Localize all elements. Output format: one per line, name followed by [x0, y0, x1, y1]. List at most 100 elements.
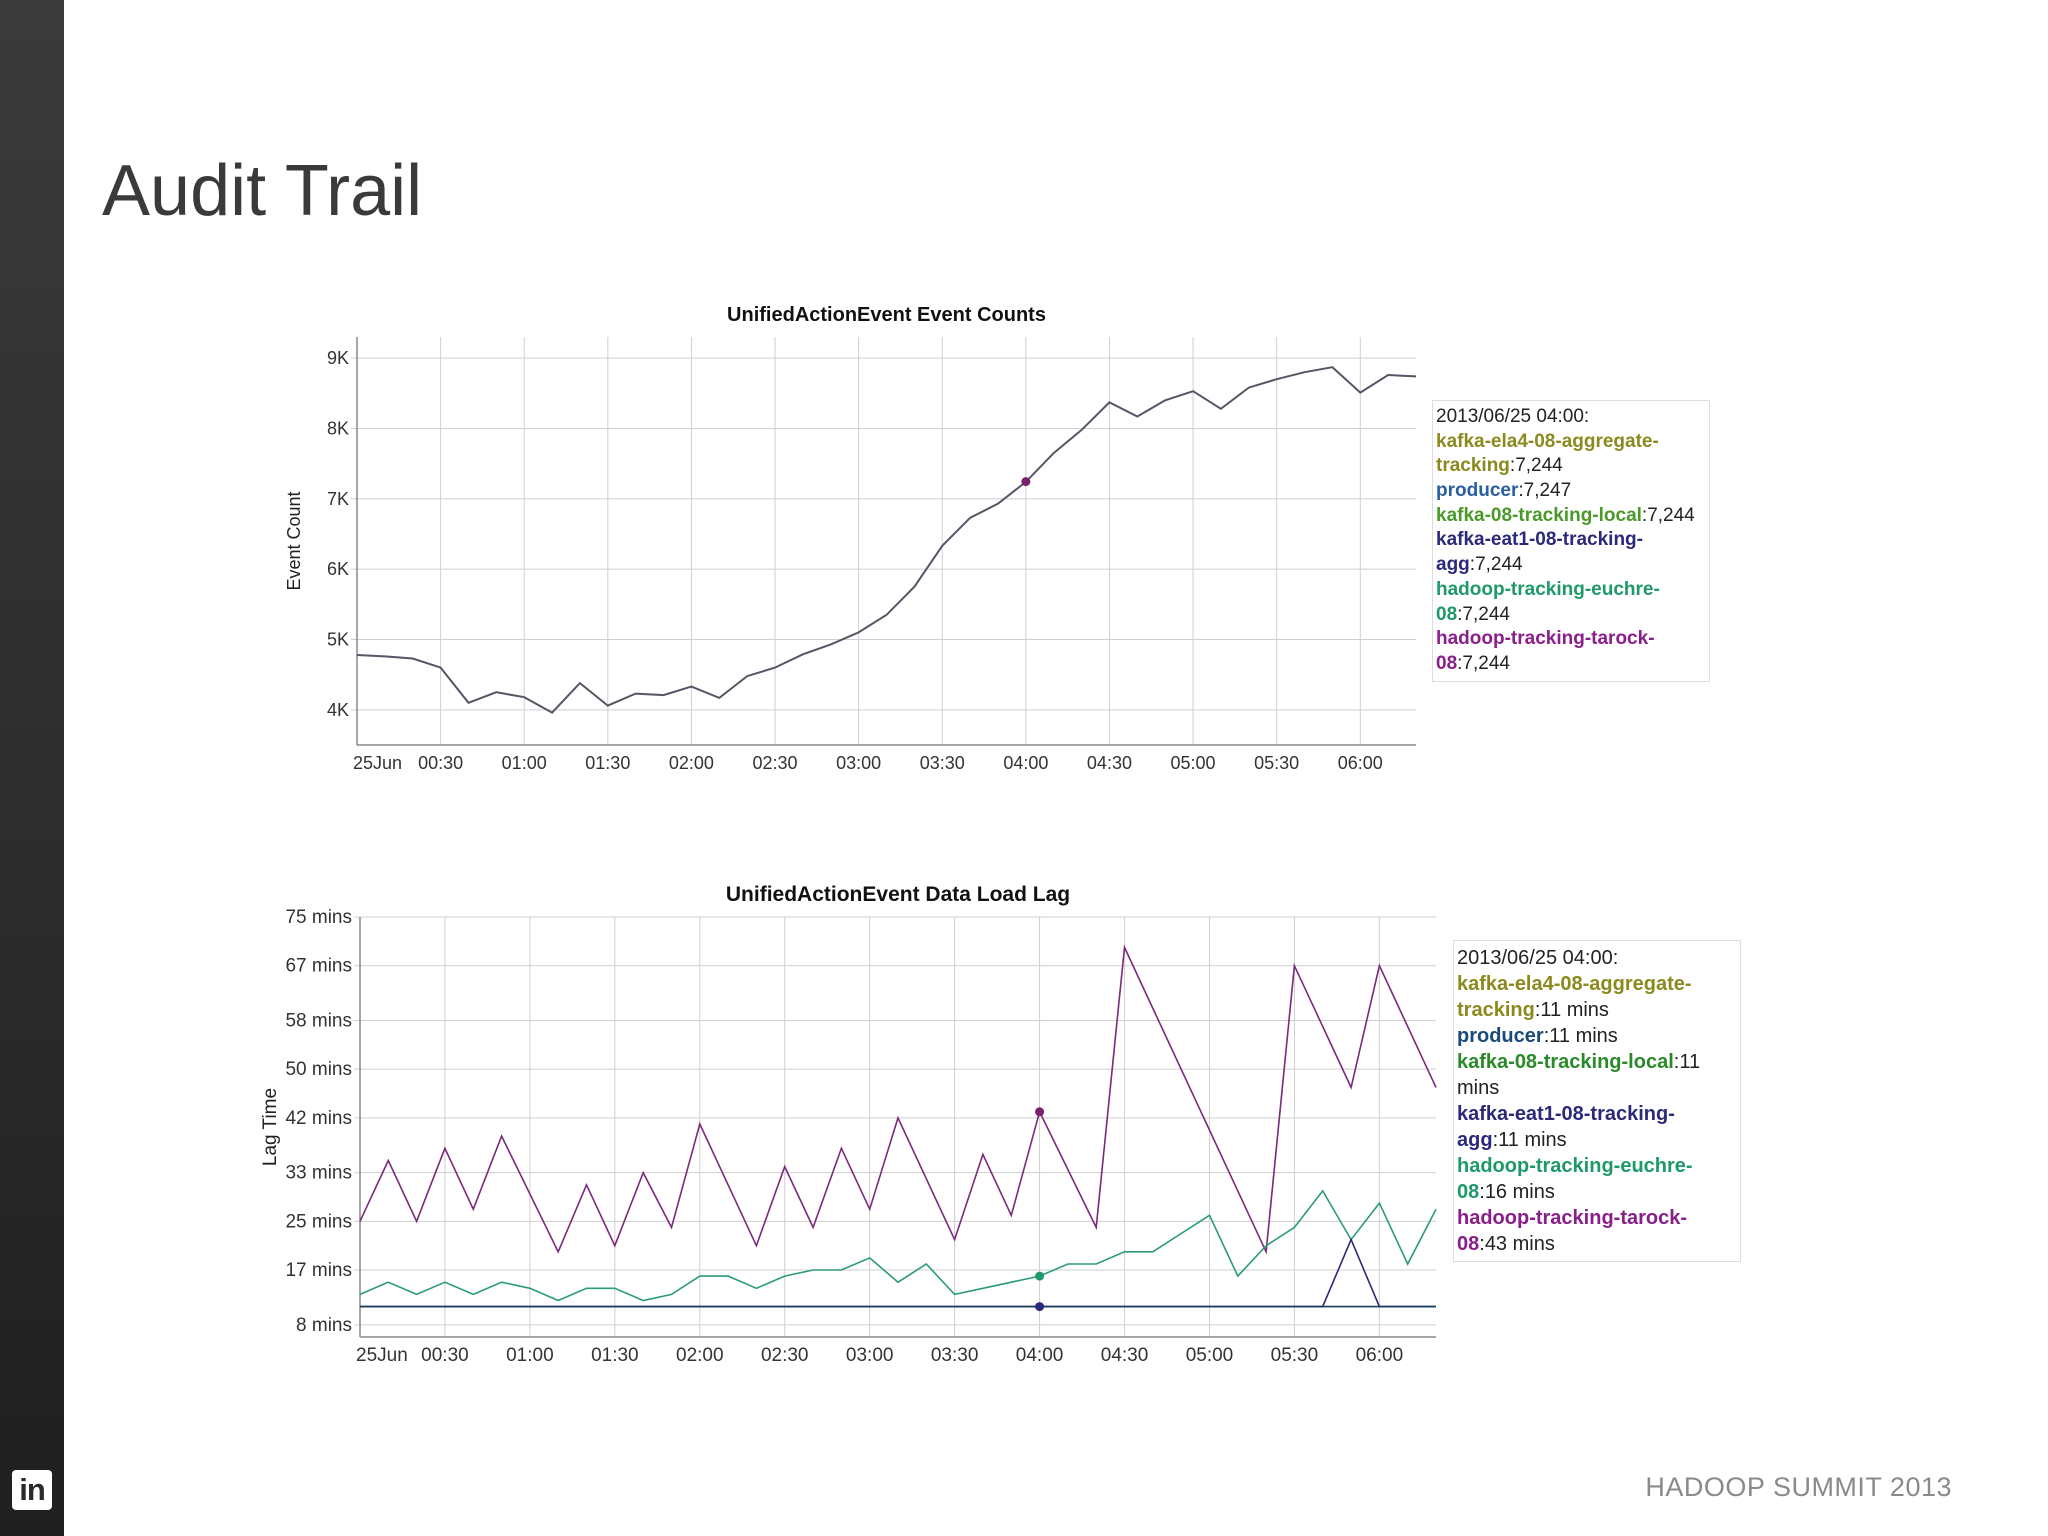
- sidebar-bar: [0, 0, 64, 1536]
- legend-entry: kafka-ela4-08-aggregate-tracking:7,244: [1436, 430, 1705, 479]
- legend-entry-name: hadoop-tracking-euchre-08: [1457, 1155, 1693, 1203]
- legend-entry-name: hadoop-tracking-euchre-08: [1436, 578, 1660, 625]
- legend-entry: kafka-08-tracking-local:11 mins: [1457, 1049, 1736, 1101]
- x-tick-label: 25Jun: [353, 753, 402, 773]
- x-tick-label: 06:00: [1356, 1345, 1404, 1366]
- legend-entries: kafka-ela4-08-aggregate-tracking:11 mins…: [1457, 971, 1736, 1257]
- legend-separator: :: [1641, 504, 1648, 526]
- legend-entry: kafka-eat1-08-tracking-agg:11 mins: [1457, 1101, 1736, 1153]
- legend-separator: :: [1457, 652, 1463, 674]
- linkedin-icon: in: [12, 1470, 52, 1510]
- x-tick-label: 04:00: [1016, 1345, 1064, 1366]
- data-load-lag-chart: 25Jun 00:30 01:00 01:30 02:00 02:30 03:00 03:30…: [260, 883, 1437, 1366]
- legend-entry-value: 7,247: [1523, 480, 1572, 502]
- legend-entry-name: kafka-ela4-08-aggregate-tracking: [1436, 430, 1659, 477]
- y-tick-label: 17 mins: [285, 1260, 352, 1281]
- x-tick-label: 06:00: [1338, 753, 1383, 773]
- y-tick-label: 42 mins: [285, 1108, 352, 1129]
- legend-entry: hadoop-tracking-euchre-08:16 mins: [1457, 1153, 1736, 1205]
- legend-separator: :: [1492, 1129, 1499, 1151]
- y-tick-label: 4K: [327, 700, 349, 720]
- legend-entry-value: 7,244: [1515, 455, 1563, 477]
- y-tick-label: 7K: [327, 489, 349, 509]
- x-tick-label: 05:00: [1186, 1345, 1234, 1366]
- legend-entry: hadoop-tracking-euchre-08:7,244: [1436, 578, 1705, 627]
- highlight-point: [1035, 1302, 1045, 1312]
- x-tick-label: 04:00: [1003, 753, 1048, 773]
- y-tick-label: 75 mins: [285, 907, 352, 928]
- x-tick-label: 03:00: [846, 1345, 894, 1366]
- legend-entry-value: 11 mins: [1549, 1025, 1618, 1047]
- plot-area: [357, 337, 1416, 745]
- highlight-point: [1021, 477, 1031, 487]
- y-tick-label: 6K: [327, 559, 349, 579]
- legend-entry-value: 11 mins: [1540, 999, 1609, 1021]
- legend-entry-name: kafka-eat1-08-tracking-agg: [1457, 1103, 1675, 1151]
- x-tick-label: 04:30: [1087, 753, 1132, 773]
- legend-entries: kafka-ela4-08-aggregate-tracking:7,244 pr…: [1436, 430, 1705, 677]
- legend-entry-name: kafka-08-tracking-local: [1436, 504, 1642, 526]
- legend-entry: kafka-08-tracking-local:7,244: [1436, 504, 1705, 529]
- x-tick-label: 05:00: [1171, 753, 1216, 773]
- legend-entry-name: producer: [1436, 480, 1519, 502]
- y-tick-label: 25 mins: [285, 1211, 352, 1232]
- legend-separator: :: [1479, 1181, 1485, 1203]
- y-tick-label: 50 mins: [285, 1059, 352, 1080]
- legend-entry: producer:7,247: [1436, 479, 1705, 504]
- legend-entry-value: 7,244: [1475, 554, 1523, 576]
- x-tick-label: 03:30: [931, 1345, 979, 1366]
- legend-entry-value: 7,244: [1647, 504, 1695, 526]
- x-tick-label: 02:00: [669, 753, 714, 773]
- x-tick-label: 05:30: [1271, 1345, 1319, 1366]
- series-line-hadoop-tracking-tarock-08: [359, 944, 1437, 1255]
- x-tick-label: 02:30: [753, 753, 798, 773]
- x-tick-label: 01:30: [591, 1345, 639, 1366]
- x-tick-label: 00:30: [418, 753, 463, 773]
- chart-title: UnifiedActionEvent Event Counts: [727, 304, 1046, 326]
- legend-entry: kafka-eat1-08-tracking-agg:7,244: [1436, 528, 1705, 577]
- y-tick-label: 8K: [327, 418, 349, 438]
- legend-entry-name: kafka-ela4-08-aggregate-tracking: [1457, 973, 1692, 1021]
- series-line-Event Count: [356, 366, 1417, 714]
- legend-separator: :: [1469, 554, 1476, 576]
- y-tick-label: 33 mins: [285, 1163, 352, 1184]
- y-tick-label: 5K: [327, 629, 349, 649]
- x-tick-label: 03:00: [836, 753, 881, 773]
- legend-entry: hadoop-tracking-tarock-08:43 mins: [1457, 1205, 1736, 1257]
- x-tick-label: 25Jun: [356, 1345, 408, 1366]
- legend-entry-name: producer: [1457, 1025, 1544, 1047]
- y-axis-label: Event Count: [284, 491, 304, 590]
- page-title: Audit Trail: [102, 151, 423, 231]
- y-tick-label: 67 mins: [285, 956, 352, 977]
- legend-entry-value: 43 mins: [1484, 1233, 1555, 1255]
- y-tick-label: 9K: [327, 348, 349, 368]
- highlight-point: [1035, 1107, 1045, 1117]
- legend-entry: producer:11 mins: [1457, 1023, 1736, 1049]
- x-tick-label: 01:00: [506, 1345, 554, 1366]
- series-line-hadoop-tracking-euchre-08: [359, 1189, 1437, 1302]
- legend-entry-name: hadoop-tracking-tarock-08: [1457, 1207, 1688, 1255]
- legend-separator: :: [1509, 455, 1516, 477]
- legend-header: 2013/06/25 04:00:: [1436, 406, 1590, 427]
- legend-entry-name: kafka-eat1-08-tracking-agg: [1436, 529, 1643, 576]
- legend-separator: :: [1457, 603, 1463, 625]
- footer-text: HADOOP SUMMIT 2013: [1645, 1472, 1952, 1502]
- x-tick-label: 01:00: [502, 753, 547, 773]
- legend-separator: :: [1673, 1051, 1680, 1073]
- legend-entry-value: 11 mins: [1498, 1129, 1567, 1151]
- plot-area: [360, 917, 1436, 1337]
- legend-separator: :: [1479, 1233, 1485, 1255]
- y-tick-label: 8 mins: [296, 1315, 352, 1336]
- legend-separator: :: [1543, 1025, 1550, 1047]
- x-tick-label: 03:30: [920, 753, 965, 773]
- legend-separator: :: [1518, 480, 1524, 502]
- event-counts-legend: 2013/06/25 04:00: kafka-ela4-08-aggregat…: [1432, 400, 1710, 682]
- legend-entry-value: 7,244: [1462, 652, 1510, 674]
- y-axis-label: Lag Time: [260, 1088, 281, 1166]
- legend-entry-value: 16 mins: [1484, 1181, 1555, 1203]
- x-tick-label: 02:00: [676, 1345, 724, 1366]
- legend-entry-value: 11 mins: [1457, 1051, 1701, 1099]
- x-tick-label: 02:30: [761, 1345, 809, 1366]
- x-tick-label: 05:30: [1254, 753, 1299, 773]
- legend-entry-name: kafka-08-tracking-local: [1457, 1051, 1674, 1073]
